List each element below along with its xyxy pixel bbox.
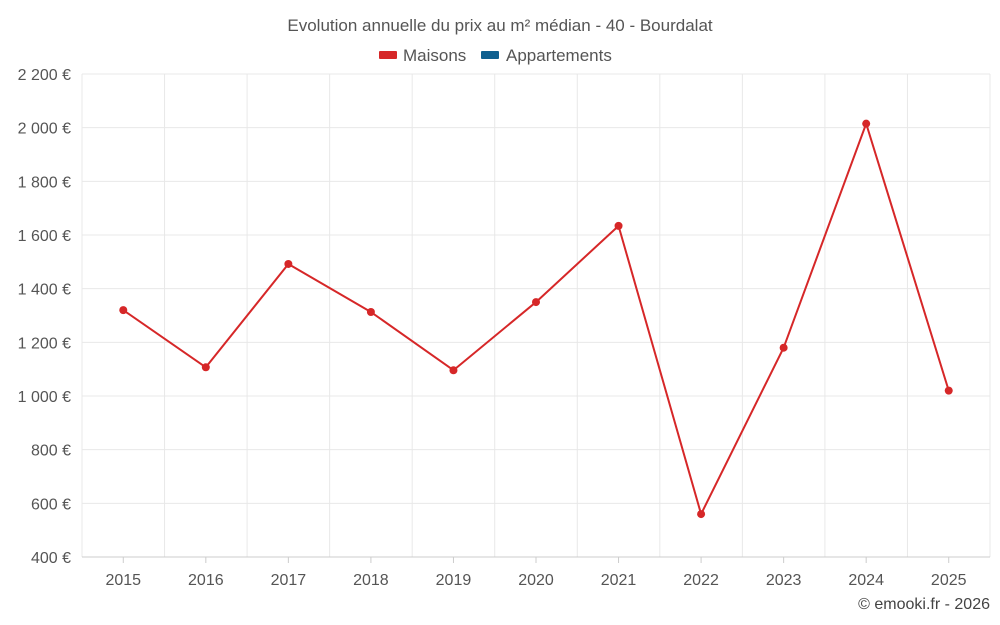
grid [81,73,991,558]
y-tick-label: 400 € [31,550,71,567]
data-point-2021[interactable] [614,221,623,230]
axes: 400 € 600 € 800 € 1 000 € 1 200 € 1 400 € 1 60… [18,67,990,589]
data-point-2023[interactable] [779,343,788,352]
y-tick-label: 2 200 € [18,67,71,84]
data-point-2015[interactable] [119,306,128,315]
legend-label-maisons: Maisons [403,46,466,65]
data-point-2020[interactable] [532,298,540,307]
y-tick-label: 800 € [31,443,71,460]
copyright-credit: © emooki.fr - 2026 [858,596,990,613]
data-point-2017[interactable] [284,259,293,268]
x-tick-label: 2021 [601,572,637,589]
y-tick-label: 1 200 € [18,335,71,352]
data-point-2016[interactable] [201,363,210,372]
y-tick-label: 1 400 € [18,282,71,299]
x-tick-label: 2022 [683,572,719,589]
legend-item-maisons[interactable]: Maisons [379,46,466,65]
x-tick-label: 2023 [766,572,802,589]
legend-swatch-maisons [379,51,397,59]
y-tick-label: 1 800 € [18,174,71,191]
data-point-2018[interactable] [366,308,375,317]
y-tick-label: 2 000 € [18,121,71,138]
y-tick-label: 1 600 € [18,228,71,245]
data-point-2019[interactable] [449,366,458,375]
x-tick-label: 2024 [848,572,884,589]
x-tick-label: 2020 [518,572,554,589]
x-tick-label: 2016 [188,572,224,589]
x-tick-label: 2018 [353,572,389,589]
legend-item-appartements[interactable]: Appartements [481,46,612,65]
x-tick-label: 2015 [105,572,141,589]
series-maisons [119,119,953,519]
x-tick-label: 2025 [931,572,967,589]
x-tick-label: 2019 [436,572,472,589]
data-point-2025[interactable] [944,386,953,395]
legend-label-appartements: Appartements [506,46,612,65]
y-tick-label: 600 € [31,496,71,513]
chart-title: Evolution annuelle du prix au m² médian … [287,16,713,35]
data-point-2024[interactable] [862,119,871,128]
y-tick-label: 1 000 € [18,389,71,406]
x-tick-label: 2017 [271,572,307,589]
data-point-2022[interactable] [697,510,706,519]
legend: Maisons Appartements [379,46,612,65]
legend-swatch-appartements [481,51,499,59]
